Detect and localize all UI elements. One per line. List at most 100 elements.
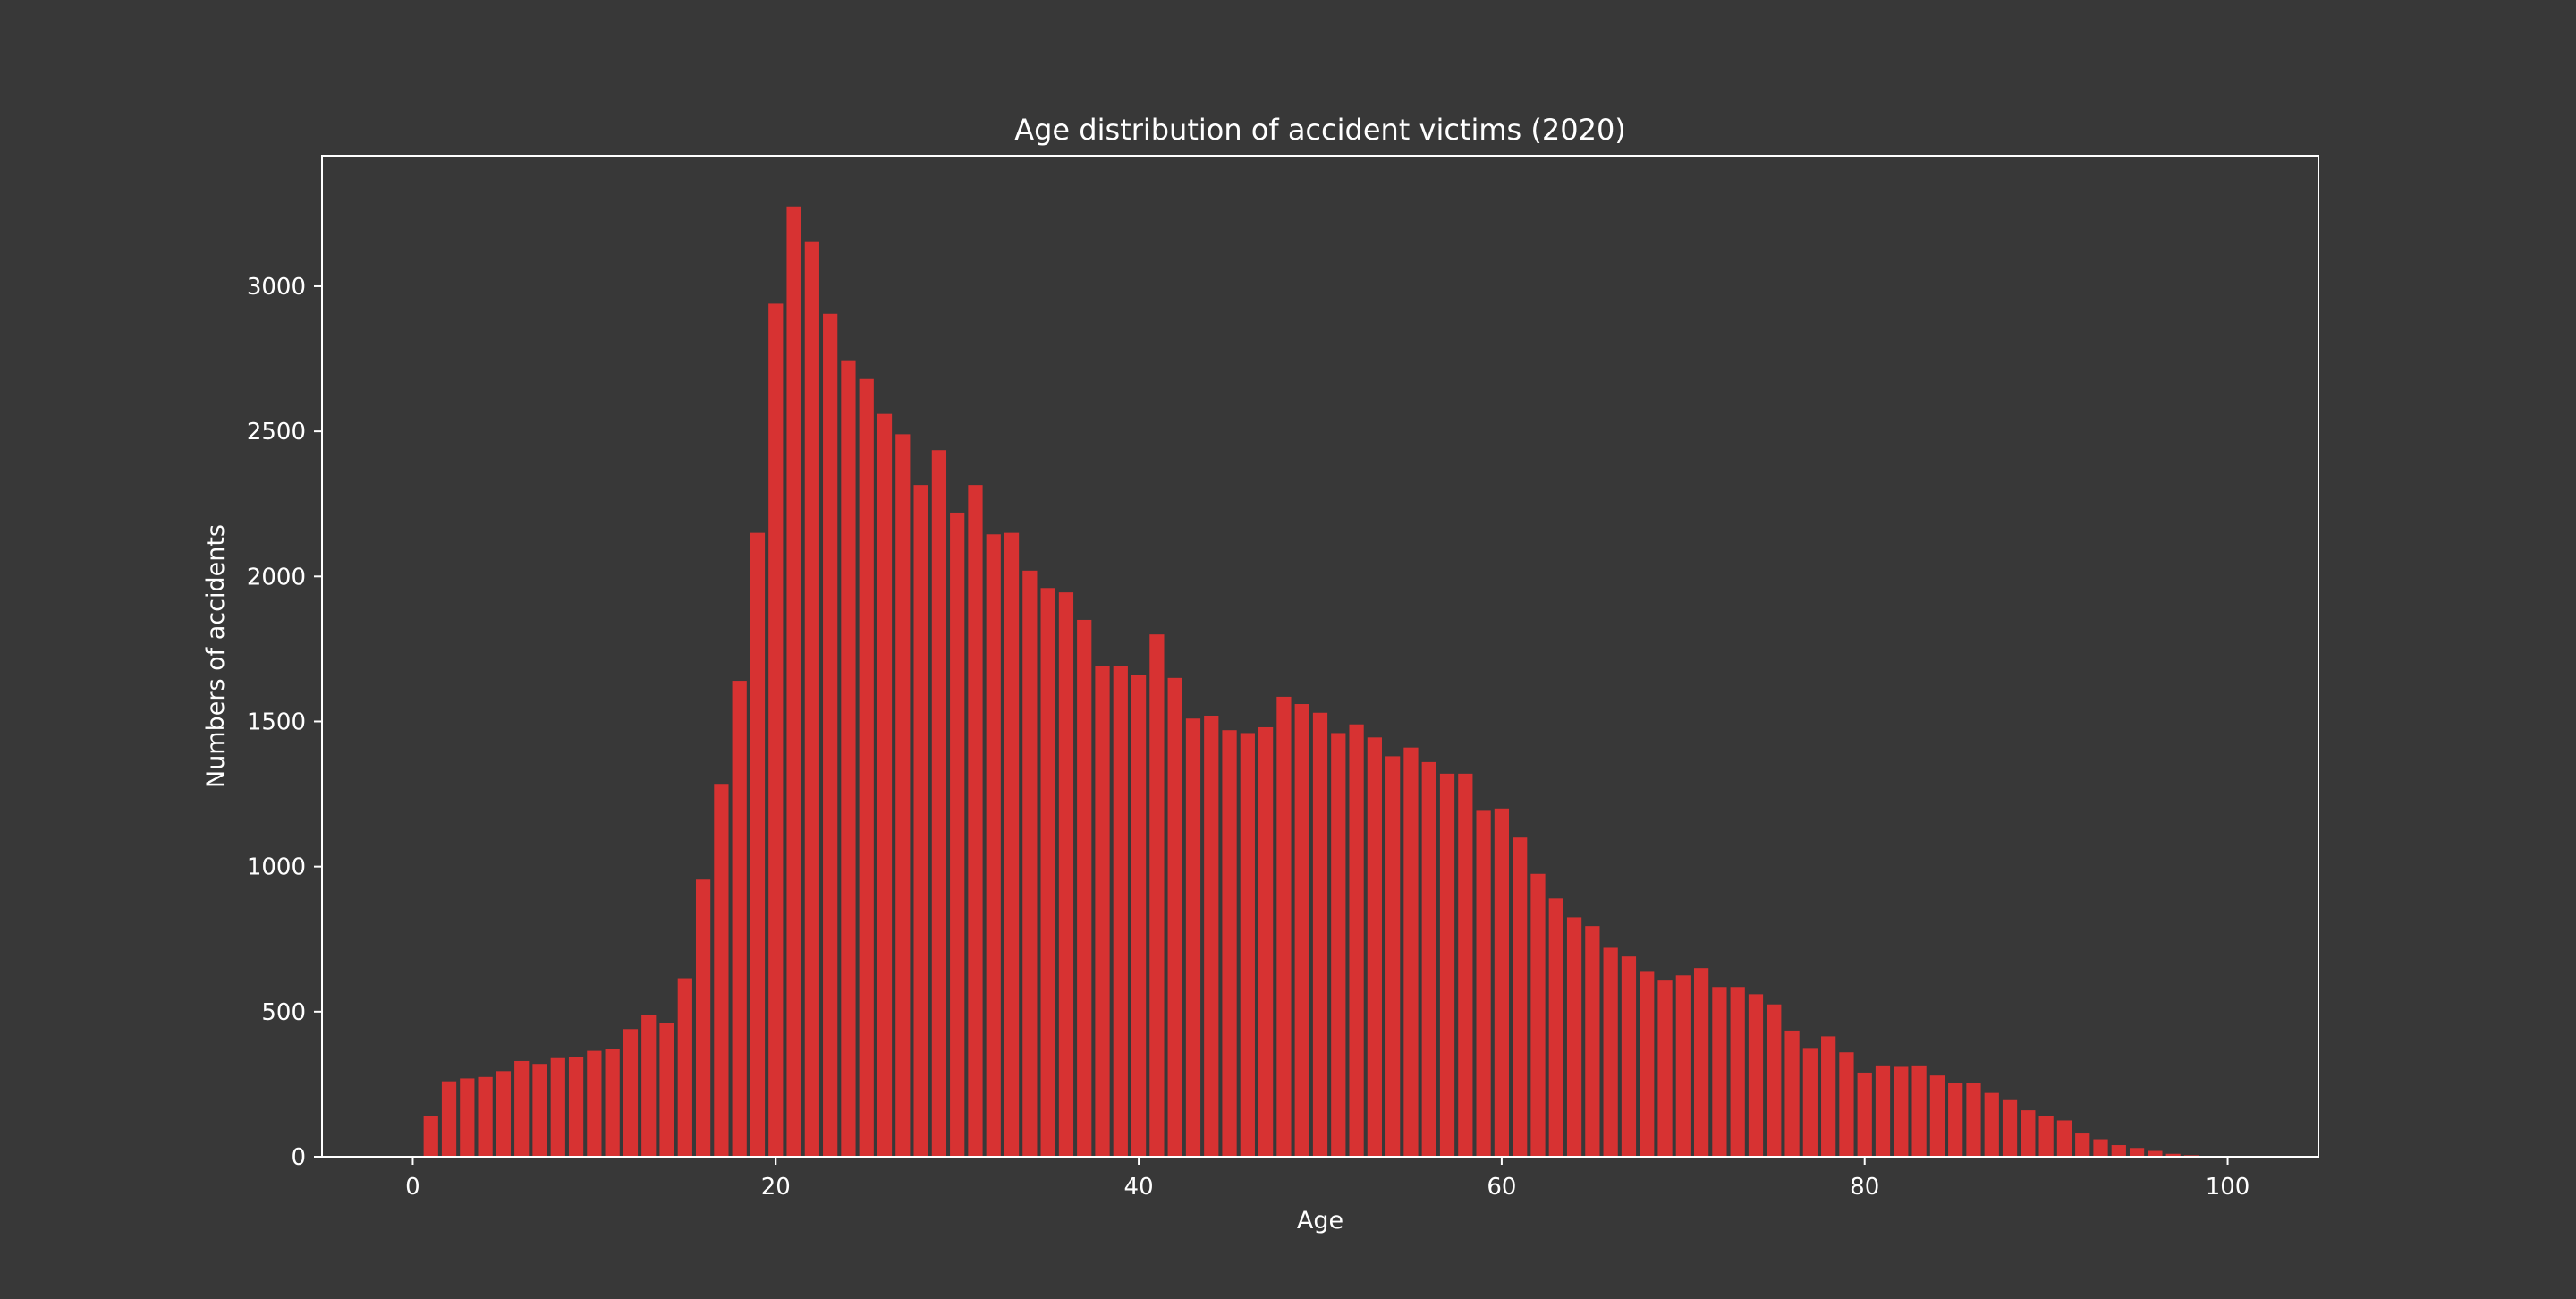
x-tick-label: 60 (1487, 1174, 1516, 1201)
bar (1585, 926, 1600, 1157)
bar (714, 784, 729, 1157)
bar (1439, 773, 1455, 1157)
bar (568, 1057, 584, 1157)
bar (1349, 724, 1364, 1157)
bar (1040, 588, 1055, 1157)
bar (1077, 619, 1092, 1157)
bar (841, 360, 856, 1157)
x-tick-label: 20 (761, 1174, 791, 1201)
bar (532, 1064, 547, 1157)
bar (1640, 971, 1655, 1157)
bar (2148, 1150, 2163, 1157)
bar (1167, 677, 1182, 1157)
bar (950, 512, 965, 1157)
bar (1748, 994, 1764, 1157)
bar (2075, 1133, 2090, 1157)
chart-title: Age distribution of accident victims (20… (1014, 113, 1626, 147)
bar (1767, 1004, 1782, 1157)
bar (2093, 1139, 2108, 1157)
bar (441, 1081, 457, 1157)
bar (1276, 696, 1292, 1157)
bar (1240, 733, 1255, 1157)
bar (641, 1015, 657, 1157)
bar (895, 434, 911, 1157)
bar (1966, 1082, 1981, 1157)
bar (1185, 718, 1201, 1157)
bar (1258, 726, 1274, 1157)
bar (659, 1023, 674, 1157)
bar (550, 1057, 565, 1157)
bar (1131, 675, 1147, 1157)
bar (859, 378, 874, 1158)
y-tick-label: 2500 (247, 419, 306, 446)
bar (931, 450, 947, 1158)
y-tick-label: 1500 (247, 709, 306, 735)
bars-group (423, 206, 2199, 1158)
x-tick-label: 0 (405, 1174, 420, 1201)
bar (2002, 1099, 2018, 1157)
bar (2165, 1153, 2181, 1157)
bar (1022, 570, 1038, 1157)
y-tick-label: 2000 (247, 564, 306, 590)
bar (1948, 1082, 1963, 1157)
bar (750, 532, 766, 1157)
bar (1476, 810, 1491, 1157)
bar (1839, 1052, 1854, 1157)
bar (2021, 1110, 2036, 1157)
bar (1385, 756, 1401, 1157)
bar (1693, 968, 1709, 1157)
bar (423, 1116, 438, 1157)
bar (514, 1060, 530, 1157)
x-tick-label: 80 (1850, 1174, 1879, 1201)
bar (986, 534, 1001, 1157)
bar (677, 978, 692, 1157)
bar (1911, 1065, 1927, 1157)
bar (460, 1078, 475, 1157)
bar (1875, 1065, 1891, 1157)
y-axis-ticks: 0 500 1000 1500 2000 2500 3000 (247, 274, 322, 1171)
bar (1657, 980, 1673, 1157)
x-tick-label: 40 (1124, 1174, 1154, 1201)
bar (1530, 873, 1546, 1157)
bar (2038, 1116, 2054, 1157)
bar (1494, 808, 1510, 1157)
bar (1004, 532, 1020, 1157)
y-tick-label: 0 (291, 1144, 306, 1171)
x-axis-ticks: 0 20 40 60 80 100 (405, 1157, 2250, 1201)
bar (1058, 592, 1074, 1157)
bar (1821, 1036, 1836, 1157)
plot-area-frame (321, 155, 2319, 1158)
bar (695, 879, 711, 1157)
bar (1403, 747, 1419, 1157)
bar (2056, 1120, 2072, 1157)
bar (478, 1076, 493, 1157)
bar (1730, 987, 1745, 1157)
bar (1675, 975, 1690, 1157)
bar (1149, 634, 1165, 1157)
bar (623, 1029, 639, 1157)
bar (1204, 715, 1219, 1157)
bar (1857, 1072, 1872, 1157)
bar (1421, 761, 1436, 1157)
bar (1984, 1092, 1999, 1157)
bar (732, 681, 747, 1157)
bar (1712, 987, 1727, 1157)
bar (913, 485, 928, 1157)
bar (968, 485, 983, 1157)
bar (1894, 1066, 1909, 1157)
bar (877, 413, 893, 1157)
bar (786, 206, 801, 1157)
bar (823, 313, 838, 1158)
bar (1802, 1048, 1818, 1157)
bar (1603, 947, 1618, 1157)
bar (804, 241, 819, 1157)
x-axis-label: Age (1297, 1207, 1343, 1235)
bar (605, 1049, 620, 1157)
bar (587, 1050, 602, 1157)
bar (1294, 704, 1309, 1157)
bar (768, 303, 784, 1158)
bar (1513, 837, 1528, 1157)
bar (1458, 773, 1473, 1157)
